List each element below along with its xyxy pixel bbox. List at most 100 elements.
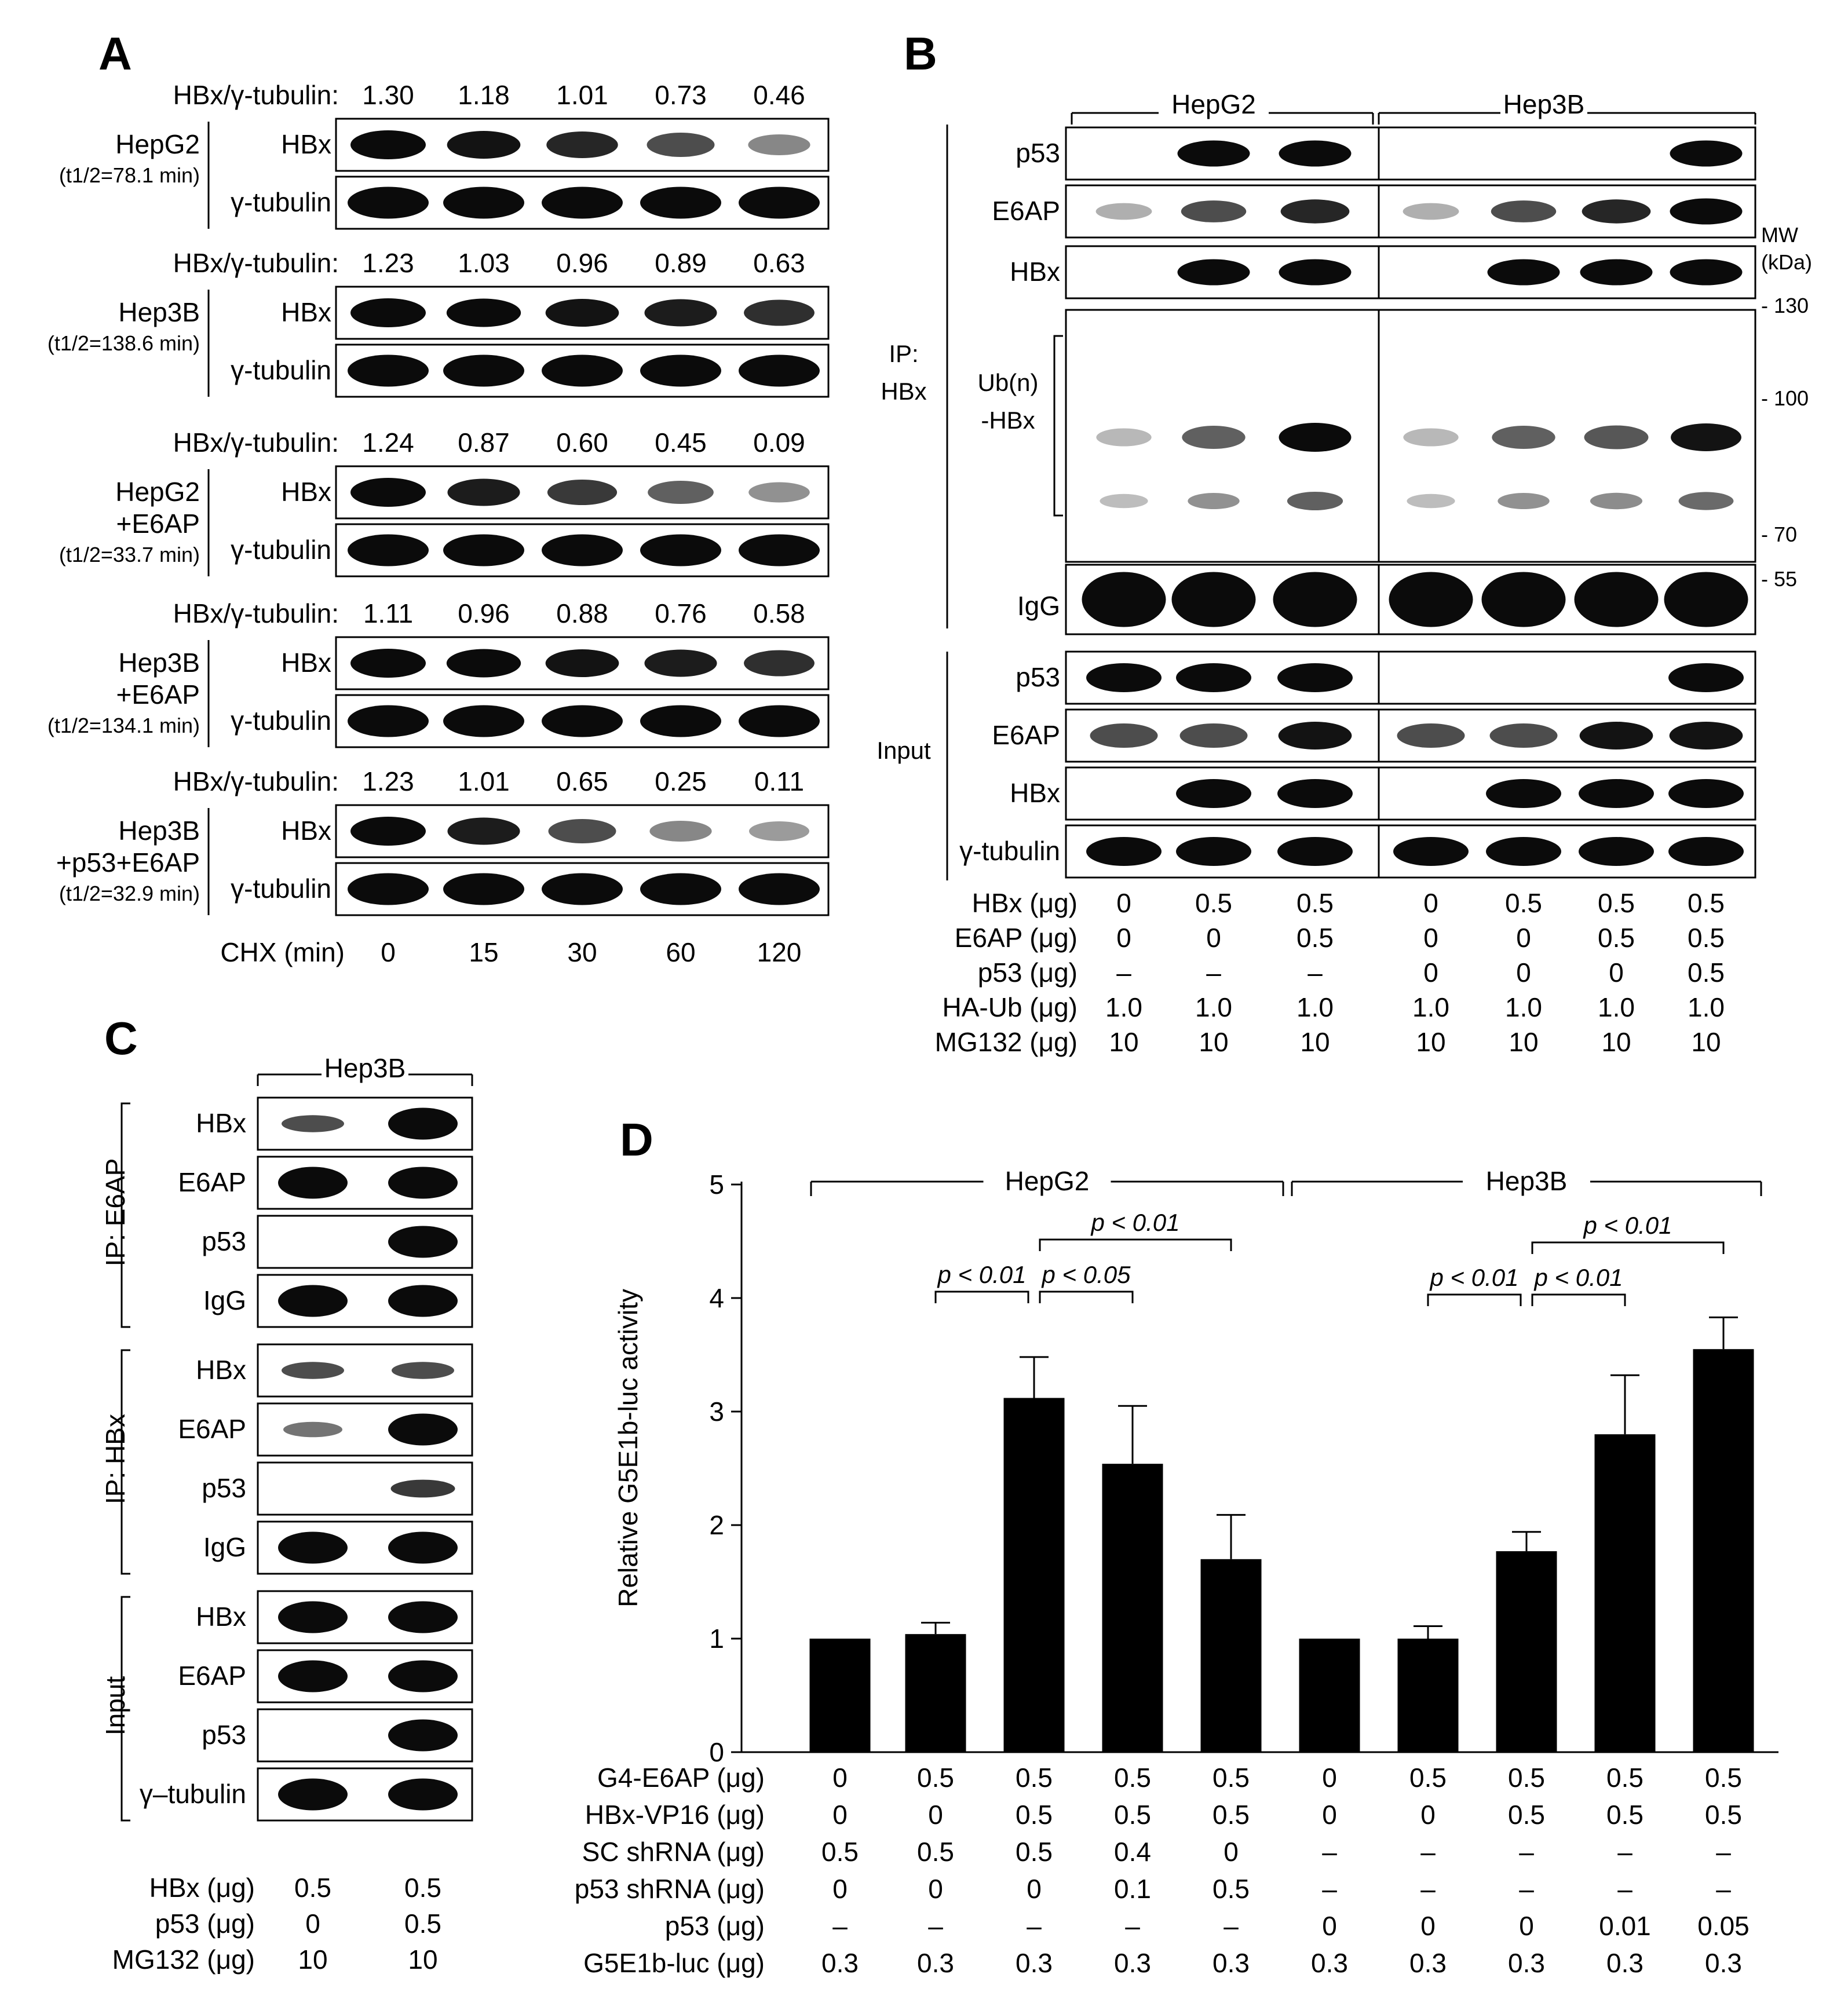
cell-line-label: HepG2 xyxy=(115,129,200,159)
chx-label: CHX (min) xyxy=(220,937,345,967)
input-band xyxy=(1176,779,1251,808)
treatment-value: 10 xyxy=(1601,1027,1631,1057)
tubulin-band xyxy=(542,873,623,905)
c-treatment-label: HBx (μg) xyxy=(149,1873,255,1903)
c-row-label: HBx xyxy=(196,1108,246,1138)
ub-band-lower xyxy=(1188,493,1240,509)
panel-d-label: D xyxy=(620,1114,653,1165)
treatment-value: 0 xyxy=(1423,888,1438,918)
cell-line-label: +p53+E6AP xyxy=(56,847,200,878)
input-band xyxy=(1176,663,1251,692)
tubulin-band xyxy=(348,873,429,905)
treatment-value: 10 xyxy=(1109,1027,1138,1057)
ratio-value: 0.25 xyxy=(655,766,707,796)
d-treatment-value: – xyxy=(1322,1874,1337,1904)
hbx-band xyxy=(647,133,715,157)
treatment-value: 10 xyxy=(1509,1027,1538,1057)
ratio-value: 1.18 xyxy=(458,80,510,110)
bar xyxy=(1496,1551,1557,1752)
input-band xyxy=(1579,722,1653,750)
ip-row-label: p53 xyxy=(1016,138,1060,168)
d-treatment-value: 0.5 xyxy=(917,1837,954,1867)
c-treatment-label: MG132 (μg) xyxy=(112,1944,255,1975)
chx-value: 0 xyxy=(381,937,396,967)
hbx-row-label: HBx xyxy=(281,477,331,507)
d-treatment-value: 0 xyxy=(1322,1763,1337,1793)
pvalue-bracket xyxy=(1039,1238,1232,1251)
tubulin-band xyxy=(739,354,820,387)
ratio-value: 0.60 xyxy=(556,427,608,458)
hep3b-group-label: Hep3B xyxy=(1486,1166,1568,1196)
hbx-band xyxy=(350,817,426,846)
c-band xyxy=(278,1660,348,1692)
pvalue-label: p < 0.05 xyxy=(1041,1261,1131,1288)
kda-label: (kDa) xyxy=(1761,250,1812,274)
y-tick-label: 0 xyxy=(709,1737,724,1767)
ip-band xyxy=(1670,140,1743,167)
ratio-label: HBx/γ-tubulin: xyxy=(173,80,339,110)
treatment-value: – xyxy=(1116,957,1131,988)
chart-ylabel: Relative G5E1b-luc activity xyxy=(613,1289,643,1607)
d-treatment-value: 0.3 xyxy=(1606,1948,1644,1978)
input-band xyxy=(1176,837,1251,866)
y-tick-label: 4 xyxy=(709,1283,724,1313)
d-treatment-value: 0 xyxy=(832,1800,848,1830)
c-row-label: HBx xyxy=(196,1602,246,1632)
c-row-label: p53 xyxy=(202,1720,246,1750)
d-treatment-value: 0 xyxy=(1224,1837,1239,1867)
hbx-band xyxy=(350,649,426,678)
igg-bands xyxy=(1082,572,1748,627)
ip-band xyxy=(1487,259,1560,286)
d-treatment-value: – xyxy=(1420,1837,1436,1867)
ub-band-lower xyxy=(1287,492,1343,510)
c-row-label: HBx xyxy=(196,1355,246,1385)
input-band xyxy=(1278,722,1352,750)
c-treatment-label: p53 (μg) xyxy=(155,1909,255,1939)
c-band xyxy=(388,1531,458,1564)
ub-band-main xyxy=(1671,423,1741,451)
input-band xyxy=(1277,779,1353,808)
d-treatment-label: G4-E6AP (μg) xyxy=(597,1763,765,1793)
tubulin-band xyxy=(640,354,721,387)
ub-band-main xyxy=(1584,425,1649,449)
input-band xyxy=(1579,779,1654,808)
ratio-value: 0.65 xyxy=(556,766,608,796)
hbx-band xyxy=(749,821,809,841)
d-treatment-value: 0.5 xyxy=(1705,1763,1742,1793)
ratio-value: 0.73 xyxy=(655,80,707,110)
d-treatment-value: 0.3 xyxy=(1705,1948,1742,1978)
cell-line-label: Hep3B xyxy=(118,816,200,846)
d-treatment-value: – xyxy=(1224,1911,1239,1941)
c-row-label: E6AP xyxy=(178,1167,246,1197)
input-band xyxy=(1397,723,1465,748)
treatment-value: 0.5 xyxy=(1688,923,1725,953)
input-row-label: HBx xyxy=(1010,778,1060,808)
hbx-band xyxy=(545,649,619,677)
mw-100: - 100 xyxy=(1761,386,1809,410)
ratio-value: 0.45 xyxy=(655,427,707,458)
hbx-band xyxy=(748,134,810,155)
ratio-value: 0.89 xyxy=(655,248,707,278)
ratio-value: 0.87 xyxy=(458,427,510,458)
hbx-band xyxy=(748,482,810,503)
igg-band xyxy=(1574,572,1659,627)
d-treatment-value: – xyxy=(1420,1874,1436,1904)
bar xyxy=(1102,1464,1163,1752)
d-treatment-value: 0.5 xyxy=(917,1763,954,1793)
c-row-label: E6AP xyxy=(178,1661,246,1691)
ip-band xyxy=(1177,259,1250,286)
ip-row-label: HBx xyxy=(1010,257,1060,287)
c-band xyxy=(278,1285,348,1317)
c-treatment-value: 10 xyxy=(408,1944,437,1975)
igg-band xyxy=(1664,572,1748,627)
treatment-value: 1.0 xyxy=(1195,992,1232,1022)
tubulin-band xyxy=(443,534,524,566)
ub-band-main xyxy=(1182,426,1246,449)
d-treatment-value: 0 xyxy=(1420,1800,1436,1830)
d-treatment-value: 0 xyxy=(928,1800,943,1830)
treatment-value: 1.0 xyxy=(1688,992,1725,1022)
treatment-value: 1.0 xyxy=(1412,992,1449,1022)
ub-bracket xyxy=(1053,335,1063,517)
ratio-value: 1.03 xyxy=(458,248,510,278)
d-treatment-value: 0 xyxy=(928,1874,943,1904)
